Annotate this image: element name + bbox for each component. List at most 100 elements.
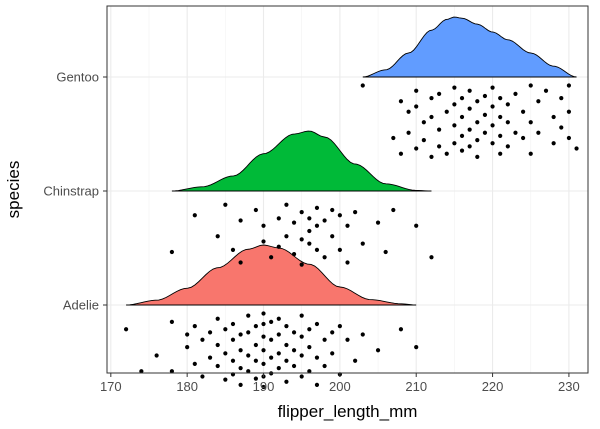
data-point-chinstrap [299,210,304,215]
data-point-gentoo [459,133,465,138]
data-point-adelie [215,363,220,369]
data-point-chinstrap [314,223,320,228]
data-point-gentoo [406,130,411,135]
data-point-chinstrap [353,210,358,215]
data-point-adelie [314,355,320,360]
data-point-chinstrap [314,247,320,252]
x-tick-label: 210 [405,379,427,394]
panel-border [106,5,589,374]
data-point-adelie [330,330,335,335]
data-point-chinstrap [192,213,197,218]
data-point-adelie [238,366,243,371]
data-point-chinstrap [230,247,236,252]
data-point-gentoo [398,151,404,156]
data-point-adelie [360,332,365,337]
x-tick-label: 220 [482,379,504,394]
data-point-adelie [223,377,228,382]
data-point-adelie [307,327,312,332]
data-point-gentoo [414,104,419,109]
data-point-adelie [299,313,304,318]
density-layer [126,16,577,306]
data-point-gentoo [559,96,564,101]
data-point-gentoo [490,141,495,146]
data-point-gentoo [459,114,465,120]
data-point-adelie [139,369,144,374]
data-point-gentoo [566,83,572,88]
data-point-gentoo [467,88,472,93]
data-point-gentoo [528,83,533,88]
data-point-adelie [276,316,281,321]
data-point-chinstrap [391,207,396,213]
data-point-adelie [299,334,304,339]
data-point-adelie [192,324,197,329]
data-point-gentoo [459,96,465,101]
data-point-chinstrap [261,223,266,228]
data-point-adelie [246,313,251,318]
data-point-chinstrap [299,262,304,267]
data-point-gentoo [505,144,510,149]
data-point-chinstrap [330,234,335,239]
x-axis-title: flipper_length_mm [278,402,418,421]
data-point-adelie [123,327,129,332]
data-point-gentoo [498,151,503,156]
data-point-adelie [169,319,174,324]
data-point-gentoo [467,144,472,149]
data-point-chinstrap [299,237,304,242]
data-point-gentoo [429,96,434,101]
data-point-adelie [337,324,342,329]
data-point-adelie [276,351,281,356]
data-point-gentoo [429,114,434,120]
data-point-gentoo [452,85,457,90]
data-point-adelie [261,321,266,327]
data-point-chinstrap [253,207,258,213]
data-point-gentoo [498,133,503,138]
data-point-gentoo [566,135,572,141]
data-point-adelie [322,363,327,369]
data-point-gentoo [459,148,465,153]
data-point-gentoo [505,120,510,125]
x-tick-label: 180 [176,379,198,394]
data-point-gentoo [467,106,472,111]
data-point-adelie [291,363,297,369]
data-point-chinstrap [284,202,289,207]
y-tick-label-adelie: Adelie [63,298,99,313]
data-point-gentoo [513,91,518,96]
data-point-chinstrap [238,218,243,223]
data-point-adelie [246,369,251,374]
data-point-chinstrap [383,249,388,255]
data-point-adelie [230,321,236,327]
density-cloud-adelie [126,244,417,306]
data-point-gentoo [498,96,503,101]
data-point-gentoo [437,144,442,149]
data-point-adelie [154,353,159,358]
data-point-adelie [284,358,289,363]
data-point-adelie [238,382,243,387]
data-point-adelie [261,361,266,366]
data-point-adelie [238,348,243,353]
data-point-gentoo [482,130,488,135]
data-point-gentoo [574,146,579,151]
data-point-gentoo [551,114,556,120]
data-point-gentoo [475,138,480,143]
data-point-gentoo [444,151,449,156]
data-point-gentoo [543,88,549,93]
x-tick-label: 170 [100,379,122,394]
data-point-gentoo [444,109,449,114]
data-point-adelie [261,334,266,339]
x-tick-label: 200 [329,379,351,394]
data-point-chinstrap [375,220,381,225]
y-tick-label-gentoo: Gentoo [56,70,99,85]
data-point-adelie [169,369,174,374]
data-point-adelie [276,366,281,371]
data-point-gentoo [398,99,404,104]
data-point-chinstrap [429,255,434,260]
data-point-gentoo [452,123,457,128]
data-point-chinstrap [238,260,243,265]
data-point-adelie [414,345,419,350]
data-point-adelie [398,327,404,332]
data-point-chinstrap [314,205,320,210]
data-point-chinstrap [322,255,327,260]
data-point-gentoo [421,138,426,143]
